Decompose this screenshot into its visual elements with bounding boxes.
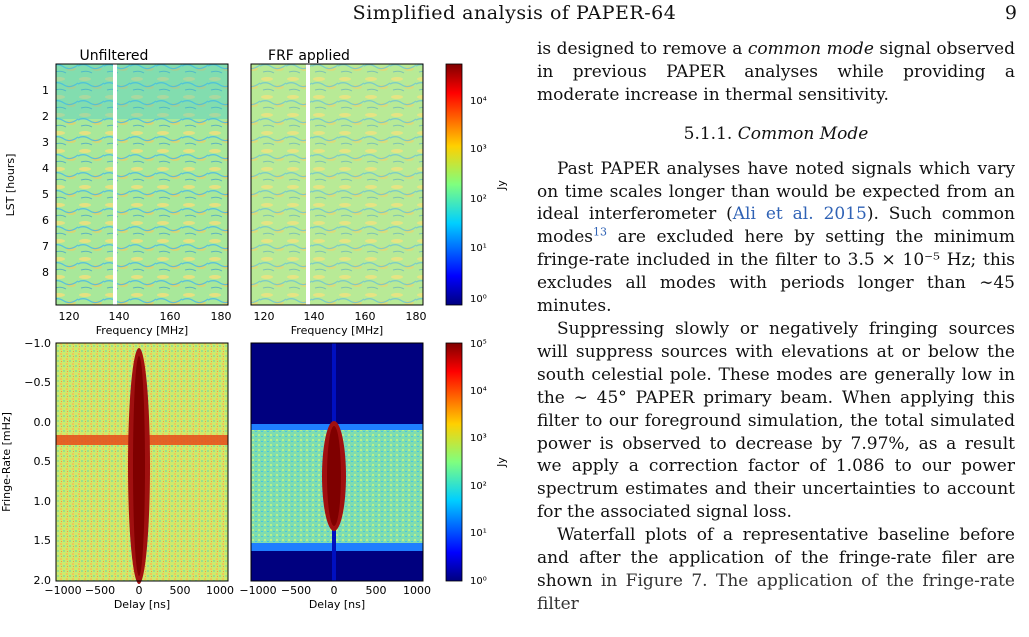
svg-text:500: 500 [170, 584, 191, 597]
title-unfiltered: Unfiltered [80, 48, 149, 64]
svg-text:1.5: 1.5 [34, 534, 52, 547]
svg-text:0: 0 [136, 584, 143, 597]
bottom-x-label-left: Delay [ns] [114, 598, 170, 611]
fringe-rate-unfiltered [55, 342, 229, 584]
svg-text:−500: −500 [85, 584, 115, 597]
svg-text:2.0: 2.0 [34, 574, 52, 587]
svg-text:1: 1 [42, 84, 49, 97]
svg-text:7: 7 [42, 240, 49, 253]
svg-text:−1000: −1000 [239, 584, 276, 597]
page-number: 9 [1004, 2, 1017, 24]
top-x-label-left: Frequency [MHz] [96, 324, 188, 337]
colorbar-bottom-unit: Jy [495, 457, 508, 468]
footnote-marker[interactable]: 13 [593, 225, 608, 239]
fringe-rate-frf [250, 342, 424, 582]
svg-text:1.0: 1.0 [34, 495, 52, 508]
svg-text:2: 2 [42, 110, 49, 123]
svg-text:10³: 10³ [470, 144, 487, 155]
body-text-column: is designed to remove a common mode sign… [537, 38, 1015, 616]
svg-text:−0.5: −0.5 [24, 376, 51, 389]
svg-text:160: 160 [160, 310, 181, 323]
bottom-y-label: Fringe-Rate [mHz] [0, 412, 13, 512]
svg-text:10⁴: 10⁴ [470, 386, 487, 397]
svg-text:10¹: 10¹ [470, 528, 487, 539]
svg-text:140: 140 [109, 310, 130, 323]
paragraph-common-mode: Past PAPER analyses have noted signals w… [537, 158, 1015, 317]
bottom-y-ticks: −1.0 −0.5 0.0 0.5 1.0 1.5 2.0 [24, 337, 51, 587]
svg-text:10³: 10³ [470, 433, 487, 444]
svg-text:10⁵: 10⁵ [470, 339, 487, 350]
svg-text:6: 6 [42, 214, 49, 227]
svg-text:500: 500 [366, 584, 387, 597]
bottom-x-label-right: Delay [ns] [309, 598, 365, 611]
waterfall-frf: FRF applied [250, 48, 424, 306]
svg-text:0: 0 [331, 584, 338, 597]
title-frf-applied: FRF applied [268, 48, 350, 64]
svg-text:10¹: 10¹ [470, 243, 487, 254]
svg-text:10⁰: 10⁰ [470, 576, 487, 587]
top-axes: 1 2 3 4 5 6 7 8 LST [hours] 120 140 160 … [4, 84, 427, 337]
waterfall-unfiltered: Unfiltered [55, 48, 229, 306]
figure: Unfiltered FRF applied 1 2 3 4 5 6 7 8 L… [0, 48, 508, 611]
bottom-x-ticks-right: −1000 −500 0 500 1000 [239, 584, 431, 597]
svg-text:−1000: −1000 [44, 584, 81, 597]
svg-text:180: 180 [211, 310, 232, 323]
svg-text:160: 160 [355, 310, 376, 323]
top-x-ticks-right: 120 140 160 180 [254, 310, 427, 323]
citation-ali-2015[interactable]: Ali et al. 2015 [732, 204, 867, 225]
svg-text:8: 8 [42, 266, 49, 279]
bottom-x-ticks-left: −1000 −500 0 500 1000 [44, 584, 234, 597]
bottom-axes: −1.0 −0.5 0.0 0.5 1.0 1.5 2.0 Fringe-Rat… [0, 337, 431, 611]
svg-text:5: 5 [42, 188, 49, 201]
svg-text:10²: 10² [470, 194, 487, 205]
svg-text:−500: −500 [281, 584, 311, 597]
svg-text:140: 140 [304, 310, 325, 323]
colorbar-top-unit: Jy [495, 180, 508, 191]
term-common-mode: common mode [747, 39, 874, 59]
svg-text:0.5: 0.5 [34, 455, 52, 468]
top-y-ticks: 1 2 3 4 5 6 7 8 [42, 84, 49, 279]
svg-text:180: 180 [406, 310, 427, 323]
svg-text:10⁰: 10⁰ [470, 294, 487, 305]
svg-text:4: 4 [42, 162, 49, 175]
svg-text:3: 3 [42, 136, 49, 149]
top-y-label: LST [hours] [4, 154, 17, 217]
colorbar-bottom: 10⁵ 10⁴ 10³ 10² 10¹ 10⁰ Jy [445, 339, 508, 587]
svg-text:0.0: 0.0 [34, 416, 52, 429]
colorbar-top: 10⁴ 10³ 10² 10¹ 10⁰ Jy [445, 63, 508, 306]
paragraph-intro: is designed to remove a common mode sign… [537, 39, 1015, 105]
paragraph-waterfall: Waterfall plots of a representative base… [537, 525, 1015, 614]
svg-text:1000: 1000 [403, 584, 431, 597]
top-x-ticks-left: 120 140 160 180 [59, 310, 232, 323]
svg-text:10⁴: 10⁴ [470, 96, 487, 107]
subsection-heading: 5.1.1. Common Mode [683, 123, 869, 144]
paragraph-suppression: Suppressing slowly or negatively fringin… [537, 318, 1015, 523]
running-title: Simplified analysis of PAPER-64 [352, 2, 677, 24]
paragraph-continuation: in Figure 7. The application of the frin… [537, 570, 1015, 614]
svg-text:120: 120 [254, 310, 275, 323]
top-x-label-right: Frequency [MHz] [291, 324, 383, 337]
svg-text:120: 120 [59, 310, 80, 323]
svg-text:10²: 10² [470, 481, 487, 492]
svg-text:1000: 1000 [206, 584, 234, 597]
svg-text:−1.0: −1.0 [24, 337, 51, 350]
